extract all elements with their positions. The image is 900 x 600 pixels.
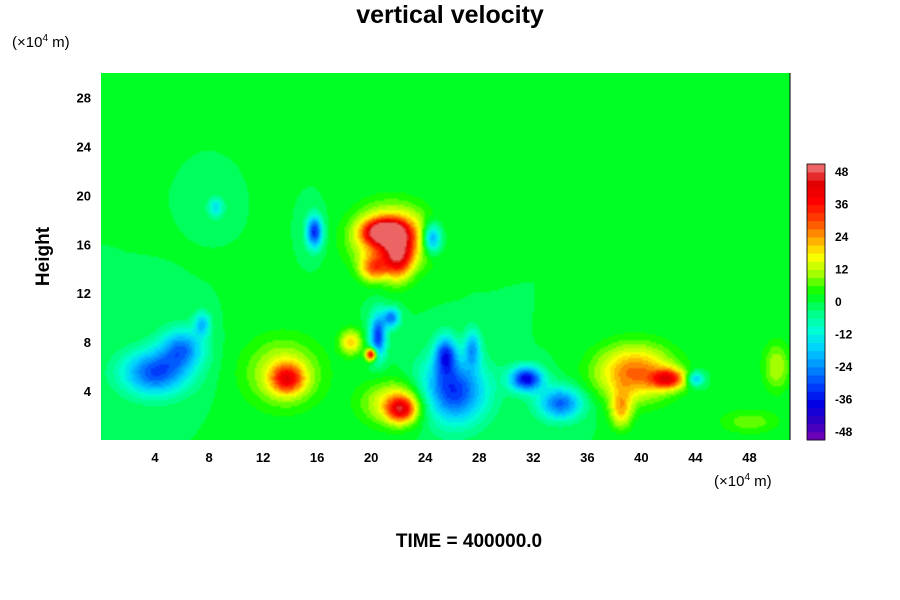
y-tick-label: 16 — [77, 237, 91, 252]
colorbar-tick-label: -48 — [835, 425, 853, 439]
x-tick-label: 8 — [205, 450, 212, 465]
x-tick-label: 36 — [580, 450, 594, 465]
colorbar-level — [807, 277, 825, 287]
y-tick-label: 24 — [77, 139, 92, 154]
x-tick-label: 20 — [364, 450, 378, 465]
colorbar-level — [807, 302, 825, 311]
colorbar-level — [807, 253, 825, 262]
colorbar-level — [807, 407, 825, 417]
colorbar-tick-label: -36 — [835, 392, 853, 406]
colorbar-level — [807, 334, 825, 343]
x-tick-label: 40 — [634, 450, 648, 465]
colorbar-level — [807, 285, 825, 295]
colorbar-level — [807, 237, 825, 246]
colorbar-level — [807, 358, 825, 368]
colorbar-level — [807, 310, 825, 319]
colorbar-level — [807, 423, 825, 433]
x-tick-label: 16 — [310, 450, 324, 465]
x-tick-label: 24 — [418, 450, 433, 465]
colorbar-level — [807, 228, 825, 238]
colorbar-level — [807, 293, 825, 303]
colorbar-level — [807, 342, 825, 352]
x-tick-label: 44 — [688, 450, 703, 465]
y-axis-unit: (×104 m) — [12, 33, 70, 51]
x-tick-label: 48 — [742, 450, 756, 465]
colorbar-level — [807, 212, 825, 222]
x-unit-suffix: m) — [750, 473, 772, 490]
x-axis-unit: (×104 m) — [714, 472, 772, 490]
colorbar-level — [807, 326, 825, 335]
y-unit-suffix: m) — [48, 34, 70, 51]
y-unit-base: (×10 — [12, 34, 43, 51]
y-tick-label: 8 — [84, 335, 91, 350]
colorbar-level — [807, 180, 825, 189]
colorbar-level — [807, 172, 825, 181]
colorbar-level — [807, 350, 825, 360]
x-unit-base: (×10 — [714, 473, 745, 490]
colorbar-frame — [806, 163, 826, 441]
colorbar-tick-label: 0 — [835, 295, 842, 309]
colorbar-level — [807, 220, 825, 230]
time-label: TIME = 400000.0 — [395, 531, 543, 552]
y-axis-ticks: 4 8 12 16 20 24 28 — [77, 90, 92, 399]
plot-area — [101, 73, 791, 440]
x-axis-ticks: 4 8 12 16 20 24 28 32 36 40 44 48 — [151, 450, 756, 465]
colorbar-tick-label: -12 — [835, 327, 853, 341]
colorbar-level — [807, 261, 825, 270]
colorbar-level — [807, 204, 825, 214]
colorbar-level — [807, 383, 825, 392]
y-tick-label: 12 — [77, 286, 91, 301]
colorbar-level — [807, 318, 825, 327]
y-unit-exponent: 4 — [42, 33, 49, 44]
colorbar-tick-label: 36 — [835, 198, 849, 212]
colorbar-level — [807, 391, 825, 400]
colorbar-level — [807, 269, 825, 279]
x-tick-label: 32 — [526, 450, 540, 465]
colorbar-level — [807, 375, 825, 384]
colorbar-tick-label: 12 — [835, 263, 849, 277]
colorbar-level — [807, 399, 825, 408]
y-tick-label: 20 — [77, 188, 91, 203]
x-unit-exponent: 4 — [744, 472, 751, 483]
colorbar: 48 36 24 12 0 -12 -24 -36 -48 — [806, 163, 853, 441]
colorbar-level — [807, 245, 825, 254]
colorbar-tick-label: -24 — [835, 360, 853, 374]
heatmap-field — [101, 73, 790, 440]
colorbar-level — [807, 196, 825, 205]
chart-title: vertical velocity — [356, 1, 544, 29]
colorbar-level — [807, 188, 825, 197]
y-axis-label: Height — [33, 226, 54, 286]
x-tick-label: 12 — [256, 450, 270, 465]
colorbar-level — [807, 164, 825, 173]
x-tick-label: 28 — [472, 450, 486, 465]
y-tick-label: 4 — [84, 384, 92, 399]
x-tick-label: 4 — [151, 450, 159, 465]
y-tick-label: 28 — [77, 90, 91, 105]
colorbar-level — [807, 415, 825, 425]
colorbar-level — [807, 431, 825, 441]
colorbar-level — [807, 366, 825, 376]
colorbar-tick-label: 24 — [835, 230, 849, 244]
colorbar-tick-label: 48 — [835, 165, 849, 179]
